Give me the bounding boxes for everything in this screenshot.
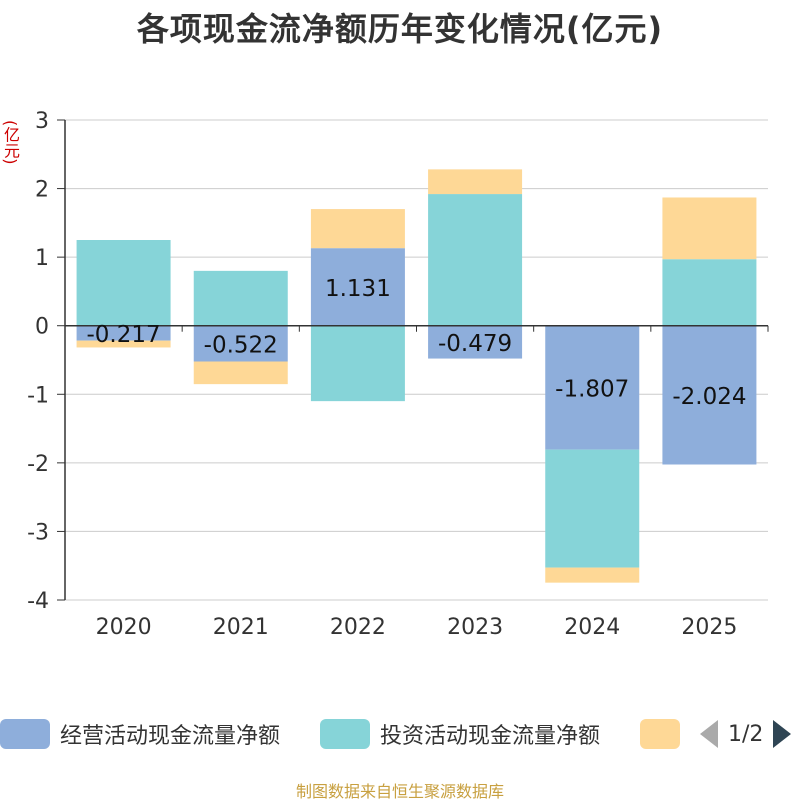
legend-prev-page-icon[interactable]: [700, 720, 718, 748]
data-label: -2.024: [672, 384, 746, 410]
bar-operating-2022: [310, 248, 405, 326]
data-label: 1.131: [325, 276, 391, 302]
bar-operating-2024: [545, 325, 640, 450]
data-label: -0.217: [87, 322, 161, 348]
bar-operating-2020: [76, 325, 171, 341]
y-axis-unit: (亿元): [1, 120, 20, 165]
bar-financing-2025: [662, 197, 757, 260]
y-tick-label: 3: [35, 109, 49, 134]
legend-label-investing: 投资活动现金流量净额: [380, 724, 601, 749]
legend-pager: 1/2: [700, 716, 792, 752]
legend-swatch-operating: [0, 719, 50, 749]
data-source-footer: 制图数据来自恒生聚源数据库: [295, 782, 504, 801]
bar-investing-2022: [310, 325, 405, 402]
legend-item-investing[interactable]: 投资活动现金流量净额: [320, 716, 600, 752]
bar-operating-2023: [428, 325, 523, 359]
y-tick-label: -1: [27, 383, 49, 408]
y-tick-label: 1: [35, 246, 49, 271]
bar-operating-2021: [193, 325, 288, 362]
legend-swatch-investing: [320, 719, 370, 749]
bar-financing-2022: [310, 209, 405, 249]
legend-item-financing[interactable]: [640, 716, 690, 752]
data-label: -0.522: [204, 333, 278, 359]
y-tick-label: 2: [35, 178, 49, 203]
bar-financing-2021: [193, 361, 288, 385]
data-label: -0.479: [438, 331, 512, 357]
chart-legend: 经营活动现金流量净额 投资活动现金流量净额 1/2: [0, 716, 800, 756]
bar-financing-2020: [76, 340, 171, 348]
bar-investing-2025: [662, 259, 757, 326]
chart-plot: 3 2 1 0 -1 -2 -3 -4 2020 2021 2022 2023 2024 2025 -0.2…: [27, 109, 769, 640]
bar-investing-2021: [193, 270, 288, 326]
legend-page-indicator: 1/2: [728, 721, 764, 747]
data-label: -1.807: [555, 377, 629, 403]
x-tick-label: 2021: [213, 615, 269, 640]
legend-item-operating[interactable]: 经营活动现金流量净额: [0, 716, 280, 752]
bar-investing-2020: [76, 240, 171, 326]
x-tick-label: 2024: [564, 615, 620, 640]
bar-investing-2023: [428, 194, 523, 326]
bar-financing-2023: [428, 169, 523, 195]
y-tick-label: -4: [27, 589, 49, 614]
bar-financing-2024: [545, 567, 640, 583]
x-tick-label: 2020: [96, 615, 152, 640]
bar-investing-2024: [545, 449, 640, 568]
y-tick-label: -3: [27, 520, 49, 545]
x-tick-label: 2023: [447, 615, 503, 640]
legend-label-operating: 经营活动现金流量净额: [60, 724, 281, 749]
legend-swatch-financing: [640, 719, 680, 749]
x-tick-label: 2022: [330, 615, 386, 640]
chart-title: 各项现金流净额历年变化情况(亿元): [136, 10, 664, 48]
legend-next-page-icon[interactable]: [773, 720, 792, 748]
y-tick-label: 0: [35, 315, 49, 340]
x-tick-label: 2025: [681, 615, 737, 640]
bar-operating-2025: [662, 325, 757, 465]
y-tick-label: -2: [27, 452, 49, 477]
